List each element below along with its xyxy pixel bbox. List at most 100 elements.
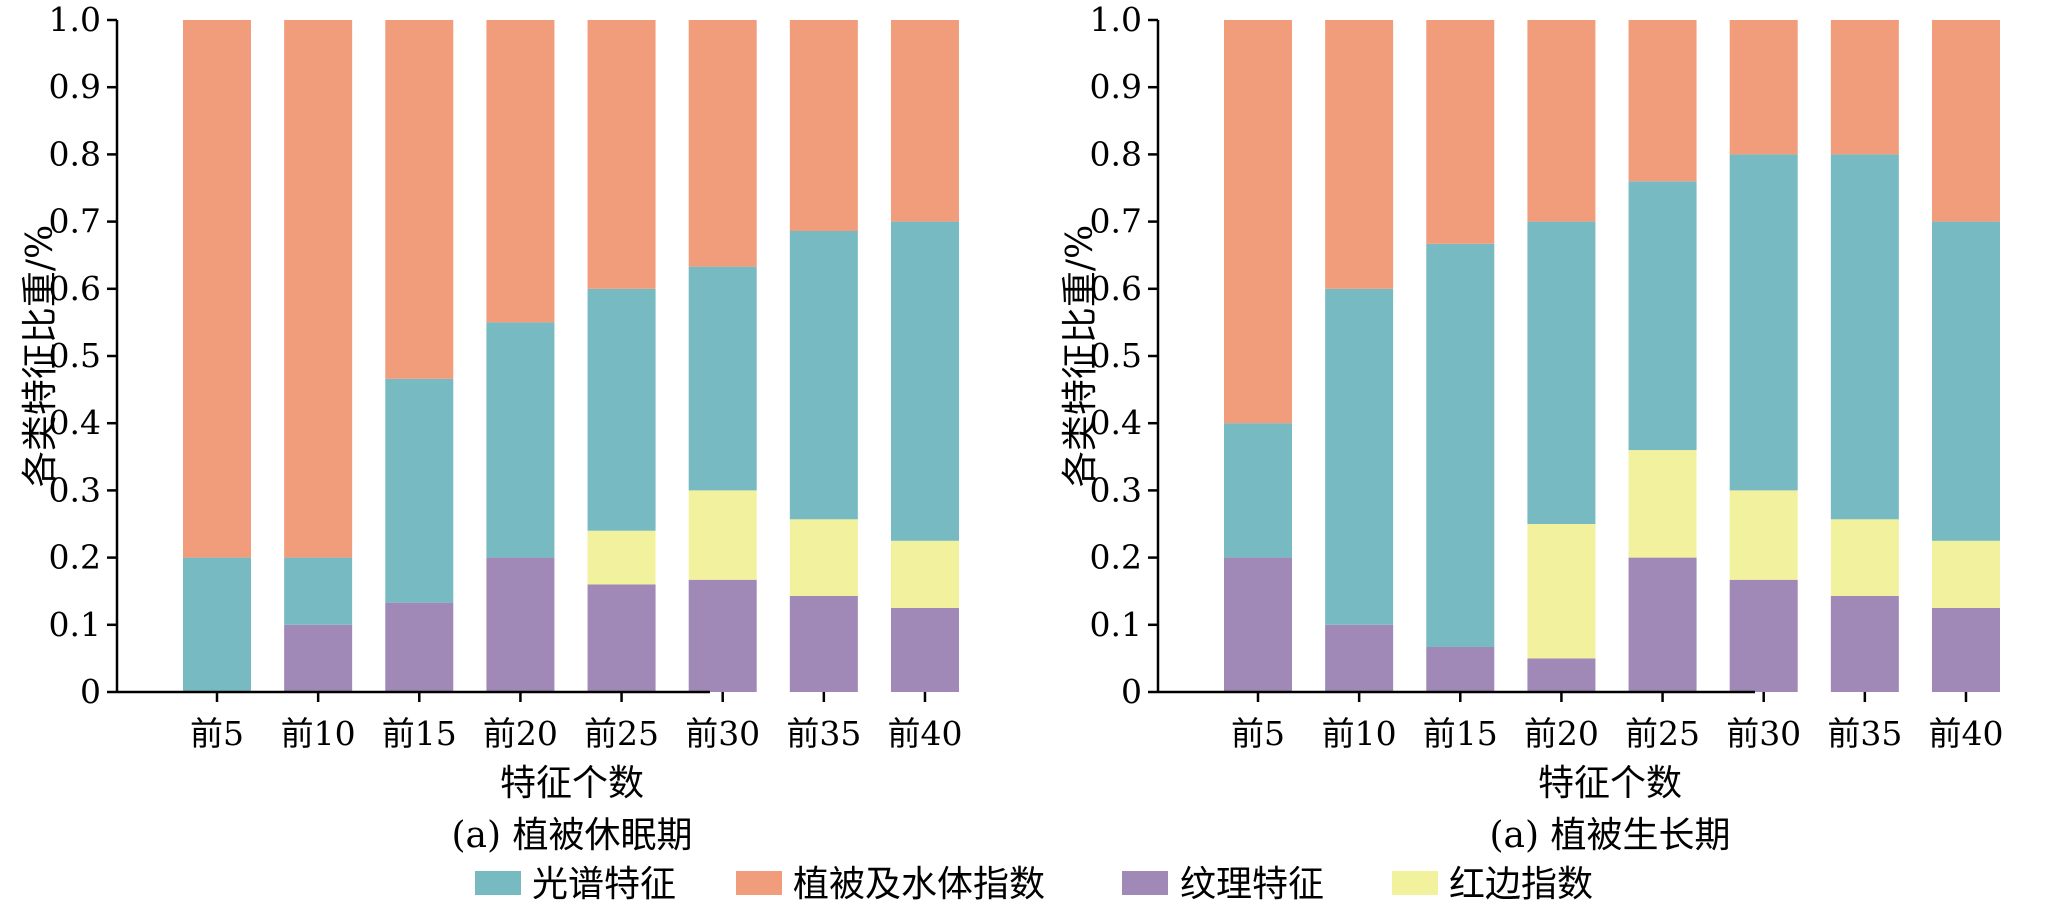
y-tick-label: 0.6 (1090, 269, 1142, 308)
y-tick-label: 1.0 (1090, 0, 1142, 39)
x-tick-label: 前10 (281, 714, 356, 753)
bar-segment (1729, 154, 1798, 491)
bar-segment (1830, 154, 1899, 520)
bar-segment (1830, 519, 1899, 596)
bar-segment (587, 584, 656, 692)
bar-segment (890, 608, 959, 692)
bar-segment (789, 519, 858, 596)
y-tick-label: 0.9 (1090, 67, 1142, 106)
legend-label: 红边指数 (1449, 864, 1593, 905)
x-tick-label: 前20 (483, 714, 558, 753)
y-tick-label: 0.5 (49, 336, 101, 375)
y-tick-label: 0 (1121, 672, 1142, 711)
x-tick-label: 前35 (1827, 714, 1902, 753)
y-tick-label: 0.1 (49, 605, 101, 644)
x-tick-label: 前35 (786, 714, 861, 753)
bar-segment (385, 378, 454, 603)
bar-segment (1325, 20, 1394, 289)
x-tick-label: 前40 (887, 714, 962, 753)
bar-segment (1224, 20, 1292, 424)
y-tick-label: 0.9 (49, 67, 101, 106)
bar-segment (1527, 524, 1596, 659)
y-tick-label: 0.1 (1090, 605, 1142, 644)
bar-segment (890, 540, 959, 608)
bar-segment (385, 20, 454, 379)
bar-segment (1527, 658, 1596, 692)
x-tick-label: 前20 (1524, 714, 1599, 753)
y-tick-label: 0.7 (49, 202, 101, 241)
bar-segment (1628, 20, 1697, 182)
bar-segment (890, 221, 959, 541)
y-tick-label: 0.7 (1090, 202, 1142, 241)
bar-segment (284, 624, 353, 692)
y-axis-title: 各类特征比重/% (1060, 225, 1101, 487)
x-tick-label: 前15 (1423, 714, 1498, 753)
y-tick-label: 0.2 (49, 538, 101, 577)
y-tick-label: 0.3 (1090, 470, 1142, 509)
bar-segment (486, 557, 555, 692)
legend-swatch (475, 871, 521, 895)
bar-segment (789, 20, 858, 232)
bar-segment (688, 20, 757, 267)
bar-segment (1224, 557, 1292, 692)
y-tick-label: 0.5 (1090, 336, 1142, 375)
bar-segment (1426, 646, 1495, 692)
bar-segment (1729, 490, 1798, 580)
chart-caption: (a) 植被生长期 (1490, 815, 1731, 856)
y-tick-label: 0.4 (1090, 403, 1142, 442)
bar-segment (1325, 624, 1394, 692)
x-tick-label: 前10 (1322, 714, 1397, 753)
bar-segment (486, 322, 555, 558)
bar-segment (890, 20, 959, 222)
y-tick-label: 0.4 (49, 403, 101, 442)
x-axis-title: 特征个数 (500, 763, 644, 804)
bar-segment (1527, 221, 1596, 524)
bar-segment (1931, 221, 2000, 541)
y-tick-label: 0 (80, 672, 101, 711)
bar-segment (1931, 608, 2000, 692)
y-axis-title: 各类特征比重/% (20, 225, 61, 487)
bar-segment (789, 231, 858, 520)
bar-segment (183, 20, 251, 558)
x-tick-label: 前30 (1726, 714, 1801, 753)
bar-segment (284, 557, 353, 625)
x-tick-label: 前25 (1625, 714, 1700, 753)
bar-segment (183, 557, 251, 692)
y-tick-label: 0.8 (49, 134, 101, 173)
bar-segment (1527, 20, 1596, 222)
y-tick-label: 0.3 (49, 470, 101, 509)
bar-segment (1426, 243, 1495, 647)
y-tick-label: 0.2 (1090, 538, 1142, 577)
x-tick-label: 前40 (1928, 714, 2003, 753)
bar-segment (1931, 540, 2000, 608)
y-tick-label: 0.8 (1090, 134, 1142, 173)
bar-segment (587, 530, 656, 585)
legend-swatch (1392, 871, 1438, 895)
bar-segment (1224, 423, 1292, 558)
bar-segment (1325, 288, 1394, 625)
bar-segment (385, 602, 454, 692)
bar-segment (688, 266, 757, 491)
bar-segment (1628, 181, 1697, 451)
bar-segment (587, 288, 656, 531)
bar-segment (587, 20, 656, 289)
bar-segment (1729, 579, 1798, 692)
legend-swatch (736, 871, 782, 895)
chart-caption: (a) 植被休眠期 (452, 815, 693, 856)
x-axis-title: 特征个数 (1538, 763, 1682, 804)
y-tick-label: 0.6 (49, 269, 101, 308)
x-tick-label: 前15 (382, 714, 457, 753)
x-tick-label: 前5 (1231, 714, 1285, 753)
x-tick-label: 前25 (584, 714, 659, 753)
bar-segment (1931, 20, 2000, 222)
bar-segment (1628, 557, 1697, 692)
bar-segment (1628, 450, 1697, 558)
bar-segment (789, 595, 858, 692)
x-tick-label: 前30 (685, 714, 760, 753)
x-tick-label: 前5 (190, 714, 244, 753)
bar-segment (1426, 20, 1495, 244)
legend-label: 光谱特征 (532, 864, 676, 905)
bar-segment (1830, 20, 1899, 155)
